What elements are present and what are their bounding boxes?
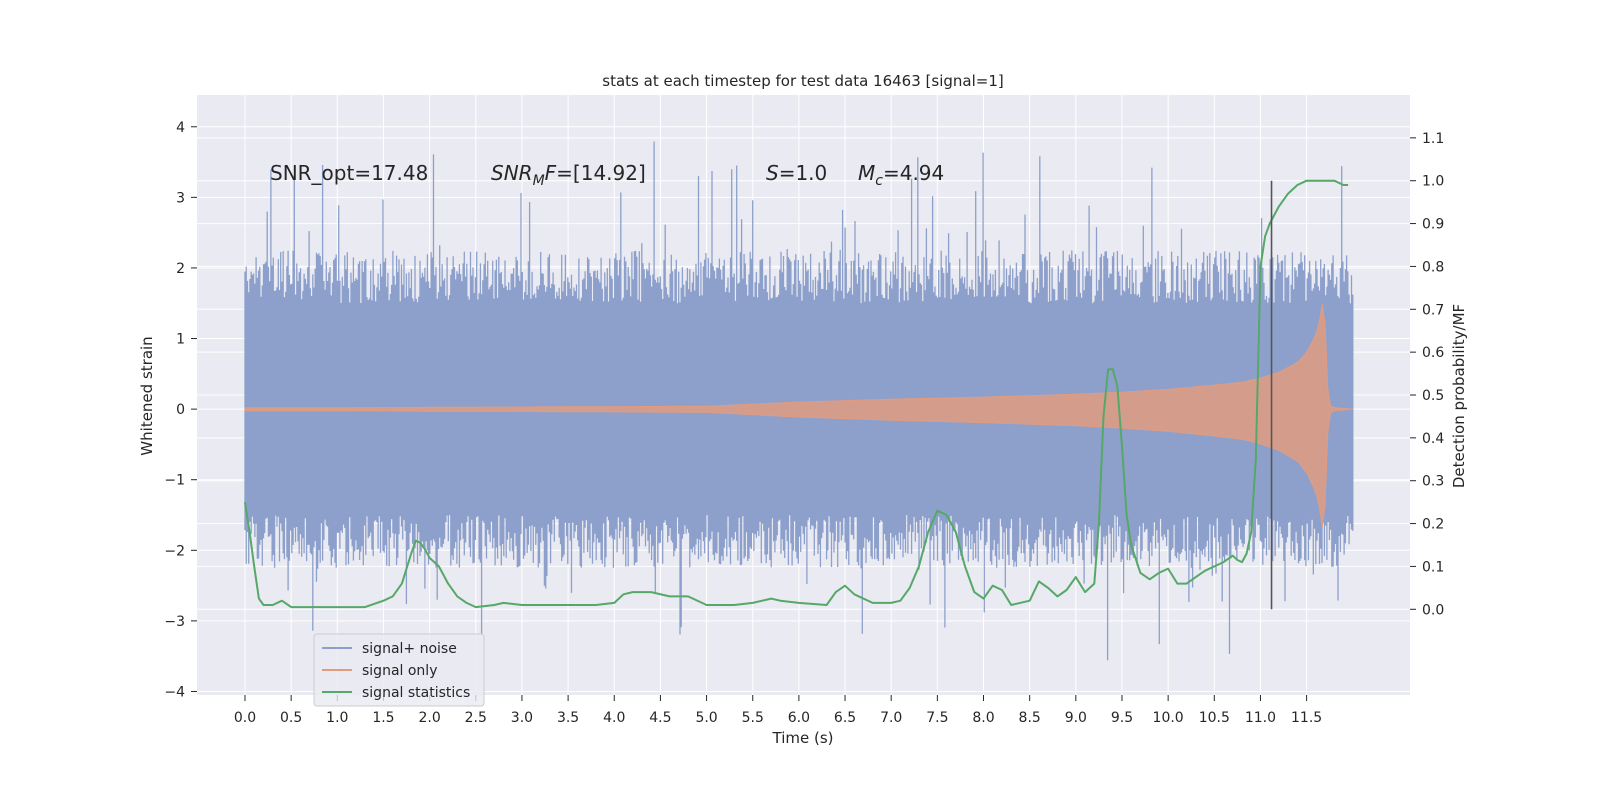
x-tick-label: 10.5 (1199, 710, 1230, 726)
x-tick-label: 5.0 (695, 710, 717, 726)
x-tick-label: 4.5 (649, 710, 671, 726)
y-left-tick-label: 3 (176, 190, 185, 206)
x-tick-label: 11.0 (1245, 710, 1276, 726)
x-tick-label: 11.5 (1291, 710, 1322, 726)
annotation-mc-symbol: M (858, 161, 875, 185)
legend-label-signal-statistics: signal statistics (362, 685, 470, 701)
signal-only-chirp (244, 304, 1353, 527)
annotation-snr-opt: SNR_opt=17.48 (270, 161, 428, 185)
right-y-axis-label: Detection probability/MF (1450, 304, 1468, 488)
legend-label-signal-noise: signal+ noise (362, 641, 457, 657)
y-right-tick-label: 0.9 (1422, 217, 1444, 233)
annotation-s-value: =1.0 (779, 161, 828, 185)
y-left-tick-label: 0 (176, 402, 185, 418)
y-left-tick-label: 4 (176, 120, 185, 136)
x-tick-label: 5.5 (742, 710, 764, 726)
annotation-mc-value: =4.94 (883, 161, 944, 185)
y-right-tick-label: 0.7 (1422, 302, 1444, 318)
legend-label-signal-only: signal only (362, 663, 437, 679)
x-axis-ticks: 0.0 0.5 1.0 1.5 2.0 2.5 3.0 3.5 4.0 4.5 5.0 5.5 6.0 6… (234, 695, 1322, 726)
y-right-tick-label: 0.8 (1422, 259, 1444, 275)
annotation-snr-mf-main: SNR (491, 161, 533, 185)
x-tick-label: 0.0 (234, 710, 256, 726)
y-right-tick-label: 1.0 (1422, 174, 1444, 190)
legend: signal+ noise signal only signal statist… (313, 633, 485, 707)
x-tick-label: 2.5 (465, 710, 487, 726)
annotation-snr-mf-sub: M (533, 173, 545, 189)
annotation-s-symbol: S (766, 161, 779, 185)
left-y-axis-label: Whitened strain (138, 336, 156, 455)
y-right-tick-label: 0.0 (1422, 602, 1444, 618)
signal-statistics-series (244, 179, 1349, 609)
y-left-tick-label: 2 (176, 261, 185, 277)
y-left-tick-label: −2 (164, 543, 185, 559)
y-right-tick-label: 1.1 (1422, 131, 1444, 147)
x-tick-label: 0.5 (280, 710, 302, 726)
y-left-tick-label: −4 (164, 684, 185, 700)
x-tick-label: 3.5 (557, 710, 579, 726)
signal-only-series (244, 304, 1353, 527)
x-tick-label: 8.5 (1019, 710, 1041, 726)
right-y-axis-ticks: 1.1 1.0 0.9 0.8 0.7 0.6 0.5 0.4 0.3 0.2 0.1 0.0 (1410, 131, 1444, 618)
signal-statistics-line (244, 179, 1349, 609)
left-y-axis-ticks: 4 3 2 1 0 −1 −2 −3 −4 (164, 120, 197, 700)
annotation-snr-mf-f: F (545, 161, 557, 185)
chart-title: stats at each timestep for test data 164… (602, 72, 1003, 90)
annotation-snr-mf: SNRMF=[14.92] (491, 161, 646, 189)
x-axis-label: Time (s) (772, 729, 834, 747)
annotation-s: S=1.0 (766, 161, 827, 185)
annotation-mc-sub: c (875, 173, 883, 189)
x-tick-label: 9.5 (1111, 710, 1133, 726)
x-tick-label: 8.0 (972, 710, 994, 726)
x-tick-label: 4.0 (603, 710, 625, 726)
y-right-tick-label: 0.6 (1422, 345, 1444, 361)
x-tick-label: 10.0 (1153, 710, 1184, 726)
annotation-mc: Mc=4.94 (858, 161, 944, 189)
y-right-tick-label: 0.5 (1422, 388, 1444, 404)
x-tick-label: 3.0 (511, 710, 533, 726)
y-left-tick-label: −3 (164, 614, 185, 630)
x-tick-label: 2.0 (418, 710, 440, 726)
x-tick-label: 9.0 (1065, 710, 1087, 726)
y-right-tick-label: 0.3 (1422, 474, 1444, 490)
y-left-tick-label: −1 (164, 473, 185, 489)
annotation-snr-mf-value: =[14.92] (556, 161, 646, 185)
y-right-tick-label: 0.1 (1422, 559, 1444, 575)
x-tick-label: 7.0 (880, 710, 902, 726)
x-tick-label: 7.5 (926, 710, 948, 726)
legend-box (313, 633, 485, 707)
x-tick-label: 1.0 (326, 710, 348, 726)
x-tick-label: 1.5 (372, 710, 394, 726)
y-right-tick-label: 0.4 (1422, 431, 1444, 447)
y-left-tick-label: 1 (176, 332, 185, 348)
y-right-tick-label: 0.2 (1422, 517, 1444, 533)
x-tick-label: 6.5 (834, 710, 856, 726)
x-tick-label: 6.0 (788, 710, 810, 726)
